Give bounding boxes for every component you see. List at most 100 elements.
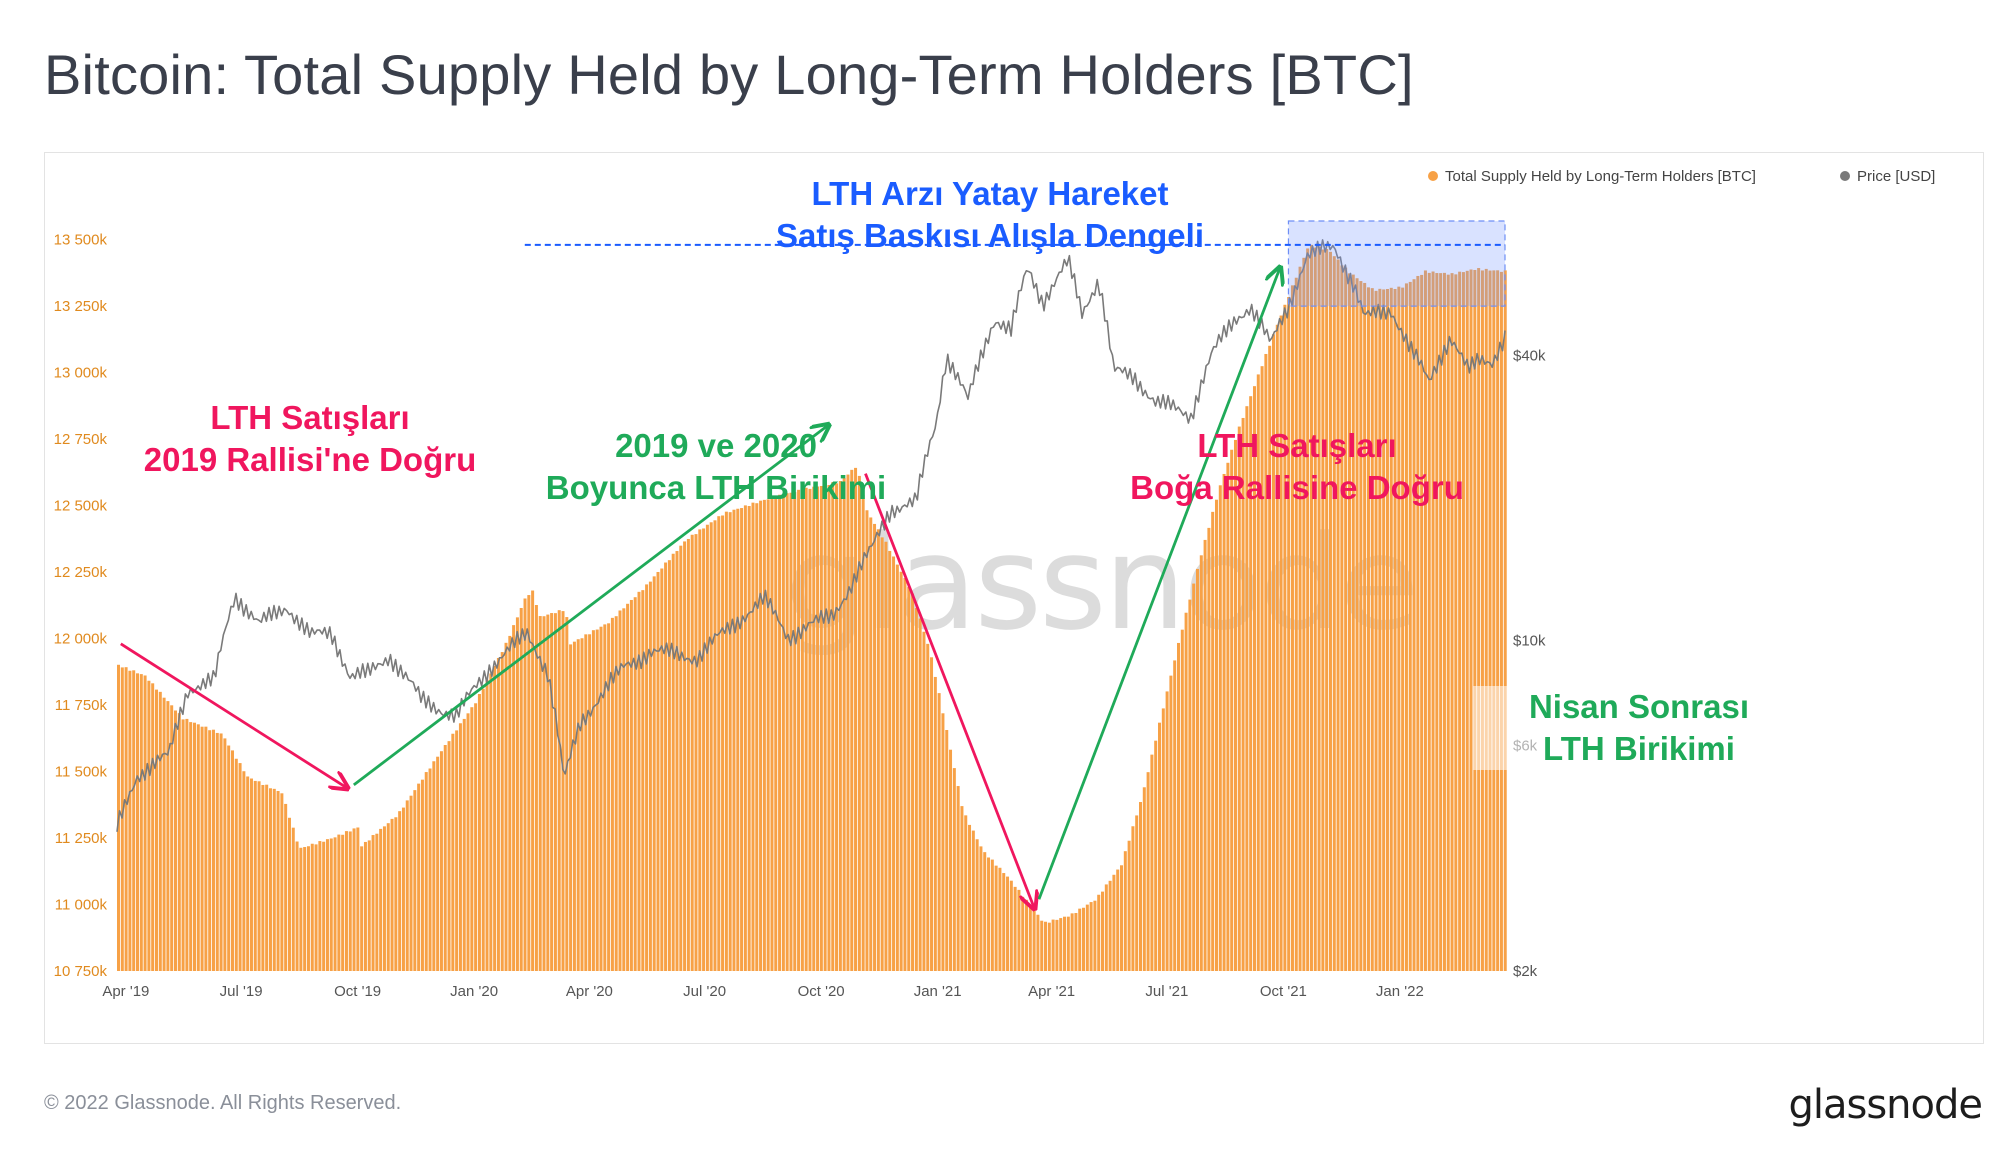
supply-bar bbox=[337, 834, 341, 971]
supply-bar bbox=[1006, 876, 1010, 971]
annotation-text: Boyunca LTH Birikimi bbox=[546, 469, 886, 506]
supply-bar bbox=[1207, 527, 1211, 971]
supply-bar bbox=[1074, 913, 1078, 971]
supply-bar bbox=[1499, 271, 1503, 971]
supply-bar bbox=[557, 610, 561, 971]
supply-bar bbox=[835, 483, 839, 971]
annotation-text: 2019 ve 2020 bbox=[615, 427, 817, 464]
supply-bar bbox=[265, 784, 269, 971]
supply-bar bbox=[1002, 873, 1006, 971]
supply-bar bbox=[1382, 289, 1386, 971]
supply-bar bbox=[1336, 259, 1340, 972]
supply-bar bbox=[496, 657, 500, 971]
supply-bar bbox=[1408, 281, 1412, 971]
supply-bar bbox=[1158, 722, 1161, 971]
supply-bar bbox=[1165, 691, 1169, 971]
supply-bar bbox=[136, 673, 139, 971]
supply-bar bbox=[781, 495, 785, 971]
left-tick-label: 12 750k bbox=[54, 431, 108, 448]
supply-bar bbox=[1321, 249, 1325, 971]
supply-bar bbox=[1503, 270, 1507, 971]
supply-bar bbox=[1480, 270, 1484, 971]
supply-bar bbox=[1013, 886, 1017, 971]
supply-bar bbox=[968, 824, 972, 971]
supply-bar bbox=[295, 841, 299, 971]
supply-bar bbox=[588, 634, 592, 971]
supply-bar bbox=[1082, 907, 1086, 971]
left-tick-label: 13 500k bbox=[54, 232, 108, 249]
supply-bar bbox=[1161, 708, 1165, 971]
supply-bar bbox=[1218, 485, 1222, 971]
supply-bar bbox=[561, 611, 565, 971]
supply-bar bbox=[162, 697, 166, 971]
supply-bar bbox=[629, 599, 633, 971]
supply-bar bbox=[1203, 539, 1207, 971]
supply-bar bbox=[1188, 599, 1192, 971]
supply-bar bbox=[690, 534, 694, 971]
supply-bar bbox=[732, 509, 736, 971]
supply-bar bbox=[1044, 921, 1048, 971]
supply-bar bbox=[918, 618, 922, 971]
supply-bar bbox=[1271, 334, 1275, 971]
supply-bar bbox=[1317, 246, 1321, 971]
supply-bar bbox=[249, 778, 253, 971]
supply-bar bbox=[861, 494, 865, 971]
supply-bar bbox=[964, 815, 968, 971]
supply-bar bbox=[139, 674, 143, 971]
supply-bar bbox=[341, 834, 345, 971]
supply-bar bbox=[850, 469, 854, 971]
supply-bar bbox=[591, 630, 595, 971]
supply-bar bbox=[778, 494, 782, 971]
supply-bar bbox=[1473, 269, 1477, 972]
supply-bar bbox=[192, 722, 196, 971]
supply-bar bbox=[1306, 248, 1310, 971]
supply-bar bbox=[1108, 880, 1112, 971]
supply-bar bbox=[154, 689, 158, 971]
right-tick-label: $2k bbox=[1513, 963, 1538, 980]
left-tick-label: 13 000k bbox=[54, 365, 108, 382]
supply-bar bbox=[926, 643, 930, 971]
x-tick-label: Oct '19 bbox=[334, 983, 381, 1000]
supply-bar bbox=[1127, 840, 1131, 971]
supply-bar bbox=[204, 726, 208, 971]
supply-bar bbox=[246, 776, 250, 971]
supply-bar bbox=[546, 614, 550, 971]
x-tick-label: Jan '20 bbox=[450, 983, 498, 1000]
supply-bar bbox=[1211, 511, 1215, 971]
left-tick-label: 12 500k bbox=[54, 498, 108, 515]
supply-bar bbox=[1256, 374, 1260, 971]
supply-bar bbox=[356, 827, 360, 971]
supply-bar bbox=[1154, 740, 1158, 971]
supply-bar bbox=[937, 693, 941, 971]
x-tick-label: Jan '22 bbox=[1376, 983, 1424, 1000]
supply-bar bbox=[1294, 277, 1298, 972]
supply-bar bbox=[538, 616, 542, 971]
supply-bar bbox=[565, 617, 569, 971]
supply-bar bbox=[363, 841, 367, 971]
supply-bar bbox=[747, 506, 751, 971]
supply-bar bbox=[610, 617, 614, 971]
supply-bar bbox=[949, 749, 953, 971]
supply-bar bbox=[1454, 274, 1458, 971]
supply-bar bbox=[804, 487, 808, 971]
supply-bar bbox=[253, 780, 257, 971]
supply-bar bbox=[694, 534, 698, 971]
supply-bar bbox=[800, 490, 804, 971]
supply-bar bbox=[1458, 271, 1462, 971]
supply-bar bbox=[960, 806, 964, 971]
supply-bar bbox=[1427, 272, 1431, 971]
supply-bar bbox=[238, 763, 242, 971]
supply-bar bbox=[1442, 272, 1446, 971]
supply-bar bbox=[409, 795, 413, 971]
supply-bar bbox=[983, 852, 987, 971]
supply-bar bbox=[424, 772, 428, 971]
supply-bar bbox=[1089, 902, 1093, 971]
supply-bar bbox=[466, 713, 470, 971]
supply-bar bbox=[458, 723, 462, 971]
supply-bar bbox=[1397, 286, 1401, 971]
supply-bar bbox=[1059, 918, 1063, 971]
supply-bar bbox=[325, 839, 329, 971]
supply-bar bbox=[1416, 275, 1420, 972]
supply-bar bbox=[166, 701, 170, 971]
